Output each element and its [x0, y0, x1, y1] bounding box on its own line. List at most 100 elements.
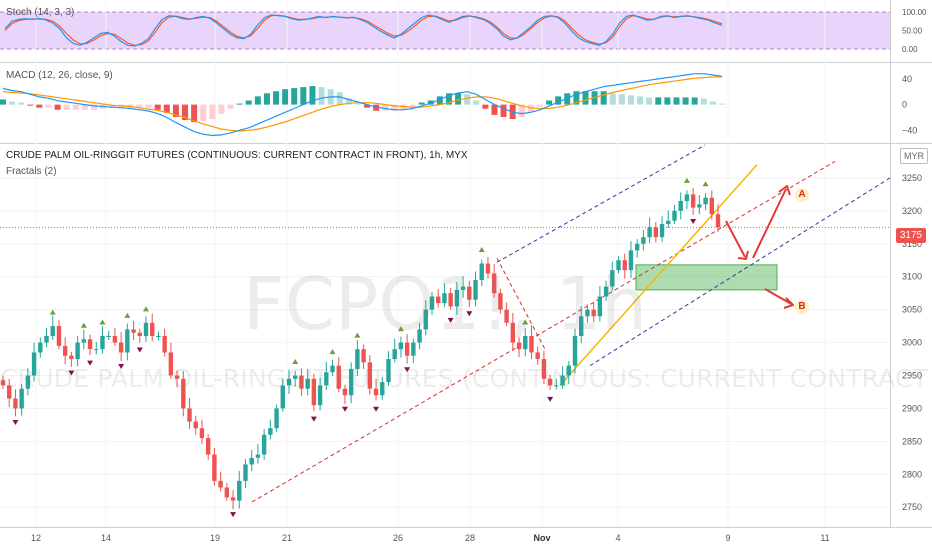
macd-histogram-bar	[273, 91, 280, 105]
fractal-down-marker	[466, 311, 473, 317]
time-tick-label: 19	[210, 533, 220, 543]
candle-body	[237, 480, 242, 501]
candle-body	[504, 309, 509, 323]
macd-histogram-bar	[473, 100, 480, 105]
candle-body	[137, 332, 142, 336]
candle-body	[690, 194, 696, 208]
fractal-up-marker	[143, 306, 149, 312]
stoch-tick-label: 100.00	[902, 8, 927, 17]
candle-body	[13, 398, 18, 409]
time-tick-label: 21	[282, 533, 292, 543]
candle-body	[392, 349, 397, 360]
fractals-label[interactable]: Fractals (2)	[6, 166, 57, 177]
candle-body	[591, 309, 596, 317]
time-tick-label: 4	[615, 533, 620, 543]
time-tick-label: 26	[393, 533, 403, 543]
candle-body	[150, 322, 155, 336]
candle-body	[243, 464, 248, 481]
candle-body	[62, 345, 68, 356]
fractal-down-marker	[12, 419, 19, 425]
candle-body	[162, 336, 167, 353]
candle-body	[616, 260, 621, 271]
candle-body	[678, 200, 683, 211]
macd-label[interactable]: MACD (12, 26, close, 9)	[6, 70, 113, 81]
candle-body	[454, 289, 460, 307]
chart-title[interactable]: CRUDE PALM OIL-RINGGIT FUTURES (CONTINUO…	[6, 150, 468, 161]
macd-histogram-bar	[18, 102, 25, 105]
macd-tick-label: 40	[902, 74, 912, 84]
stoch-label[interactable]: Stoch (14, 3, 3)	[6, 7, 75, 18]
candle-body	[535, 352, 540, 360]
candle-body	[324, 372, 329, 386]
fractal-down-marker	[87, 360, 94, 366]
candle-body	[56, 326, 62, 346]
macd-histogram-bar	[500, 104, 507, 117]
macd-histogram-bar	[564, 93, 571, 105]
channel-lower-line	[589, 177, 891, 367]
macd-histogram-bar	[719, 103, 725, 105]
macd-histogram-bar	[409, 104, 416, 107]
candle-body	[19, 388, 24, 409]
candle-body	[0, 380, 6, 386]
candle-body	[212, 454, 217, 481]
macd-histogram-bar	[436, 96, 443, 105]
candle-body	[380, 382, 385, 396]
candle-body	[230, 497, 236, 501]
macd-histogram-bar	[91, 104, 98, 110]
candle-body	[647, 227, 652, 238]
macd-histogram-bar	[209, 104, 216, 120]
macd-histogram-bar	[54, 104, 61, 110]
price-tick-label: 2850	[902, 436, 922, 446]
candle-body	[516, 342, 522, 350]
candle-body	[50, 326, 55, 336]
candle-body	[44, 336, 49, 343]
fractal-down-marker	[447, 317, 454, 323]
macd-histogram-bar	[282, 89, 289, 105]
candle-body	[436, 296, 441, 304]
candle-body	[467, 286, 472, 300]
macd-histogram-bar	[336, 92, 343, 105]
price-tick-label: 3000	[902, 338, 922, 348]
candle-body	[547, 378, 553, 386]
candle-body	[355, 349, 360, 369]
macd-histogram-bar	[491, 104, 498, 115]
candle-body	[404, 342, 410, 356]
fractal-up-marker	[124, 312, 131, 318]
fractal-up-marker	[292, 359, 299, 365]
fractal-down-marker	[547, 396, 554, 402]
candle-body	[199, 428, 205, 439]
candle-body	[448, 293, 453, 307]
candle-body	[348, 368, 354, 396]
macd-histogram-bar	[263, 93, 270, 105]
candle-body	[305, 378, 310, 389]
macd-histogram-bar	[254, 96, 261, 105]
fractal-down-marker	[230, 512, 237, 518]
candle-body	[523, 336, 528, 350]
fractal-up-marker	[80, 322, 87, 328]
candle-body	[106, 336, 111, 337]
candle-body	[386, 359, 391, 383]
candle-body	[87, 339, 93, 350]
fractal-up-marker	[49, 309, 56, 315]
time-tick-label: 9	[725, 533, 730, 543]
currency-badge[interactable]: MYR	[900, 148, 928, 164]
fractal-down-marker	[341, 406, 348, 412]
candle-body	[529, 336, 534, 353]
candle-body	[361, 349, 366, 363]
macd-histogram-bar	[63, 104, 70, 110]
candle-body	[193, 421, 198, 429]
macd-histogram-bar	[618, 94, 625, 105]
candle-body	[94, 349, 99, 351]
fractal-up-marker	[329, 349, 336, 355]
scenario-a-label: A	[795, 188, 809, 202]
stoch-band-fill	[0, 12, 890, 49]
macd-histogram-bar	[555, 96, 562, 105]
candle-body	[622, 260, 627, 271]
macd-histogram-bar	[627, 95, 634, 105]
time-tick-label: 12	[31, 533, 41, 543]
fractal-down-marker	[118, 363, 125, 369]
macd-histogram-bar	[427, 100, 434, 105]
macd-histogram-bar	[163, 104, 170, 113]
candle-body	[510, 322, 516, 343]
